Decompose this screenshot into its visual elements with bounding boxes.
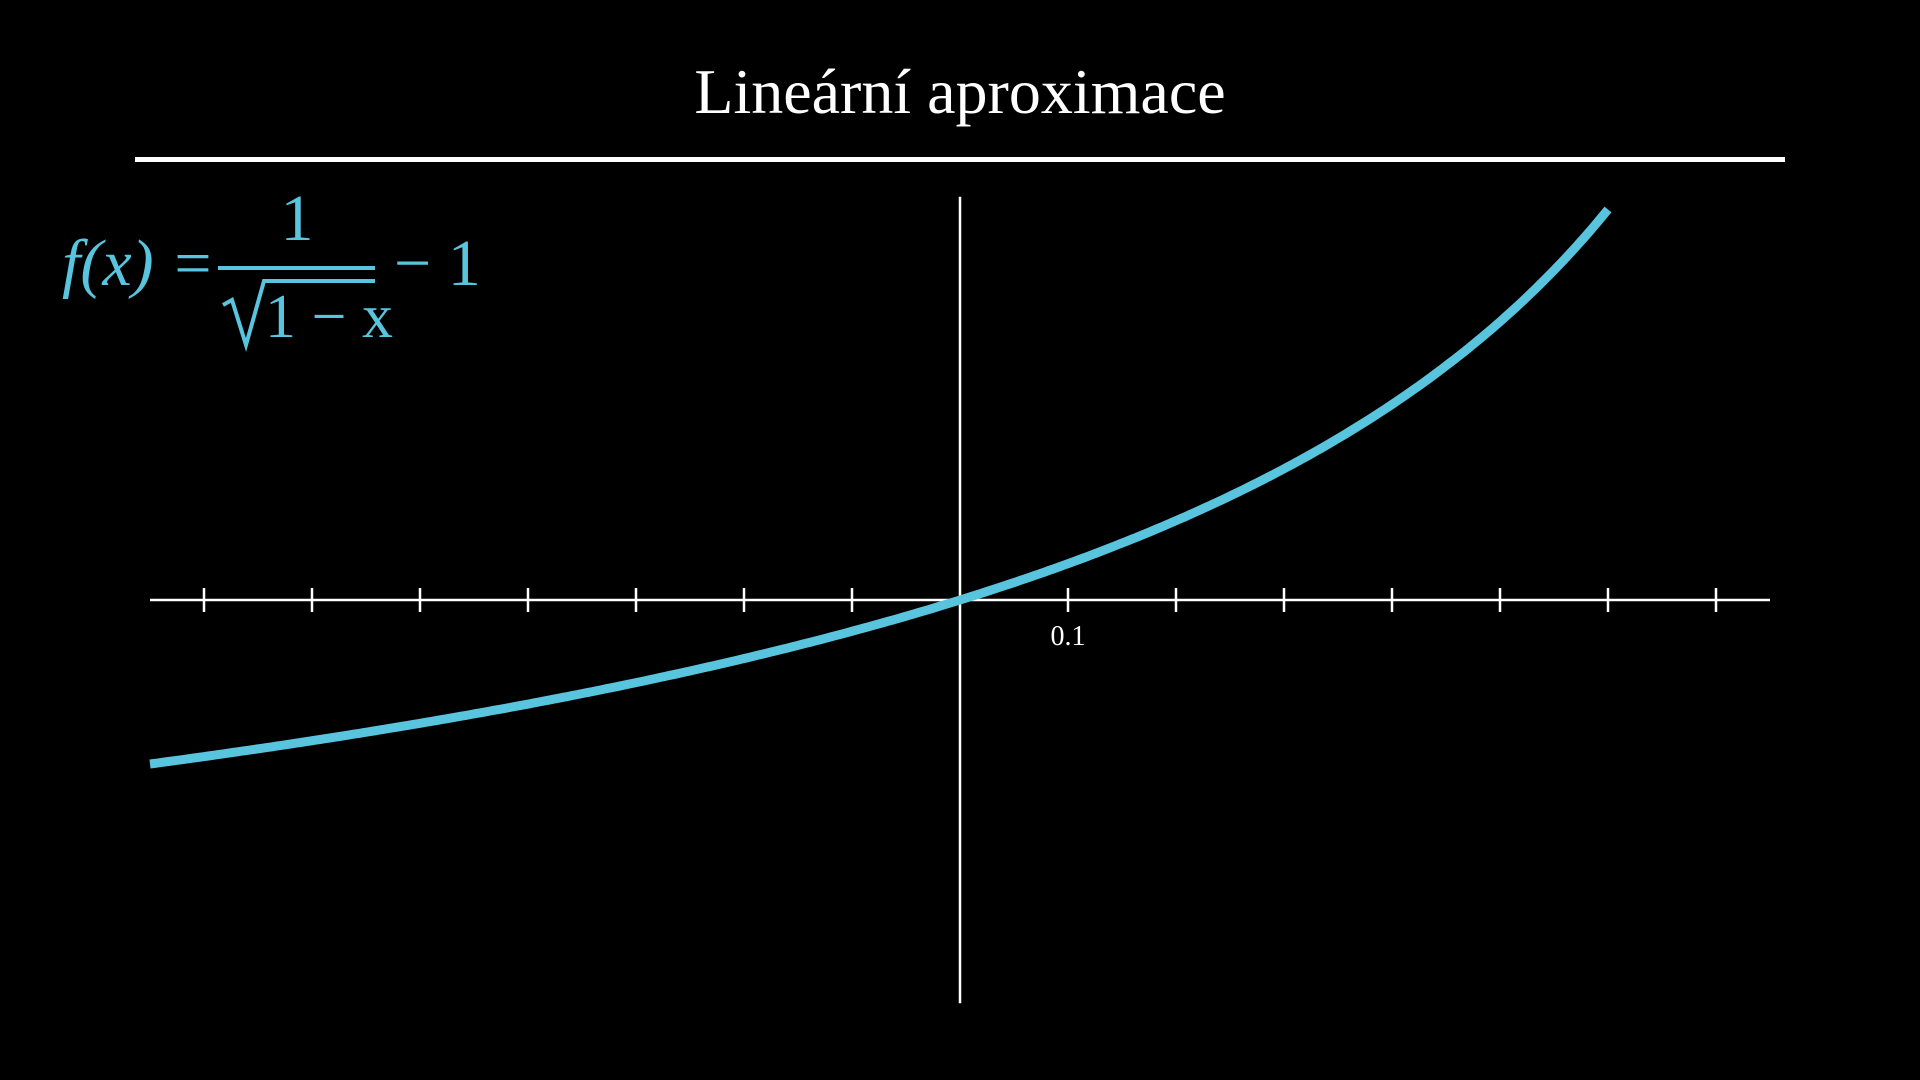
title-underline [135,157,1785,162]
sqrt-icon [222,279,375,353]
fraction-bar [218,266,375,270]
formula-tail: − 1 [394,227,481,300]
title: Lineární aproximace [694,56,1225,127]
x-tick-label: 0.1 [1051,621,1086,652]
formula: f(x) = 1 1 − x − 1 [62,182,481,353]
tick-labels: 0.1 [1051,621,1086,652]
formula-denominator: 1 − x [265,283,393,351]
formula-lhs: f(x) = [62,227,215,300]
function-curve [149,206,1612,769]
formula-numerator: 1 [281,182,314,255]
